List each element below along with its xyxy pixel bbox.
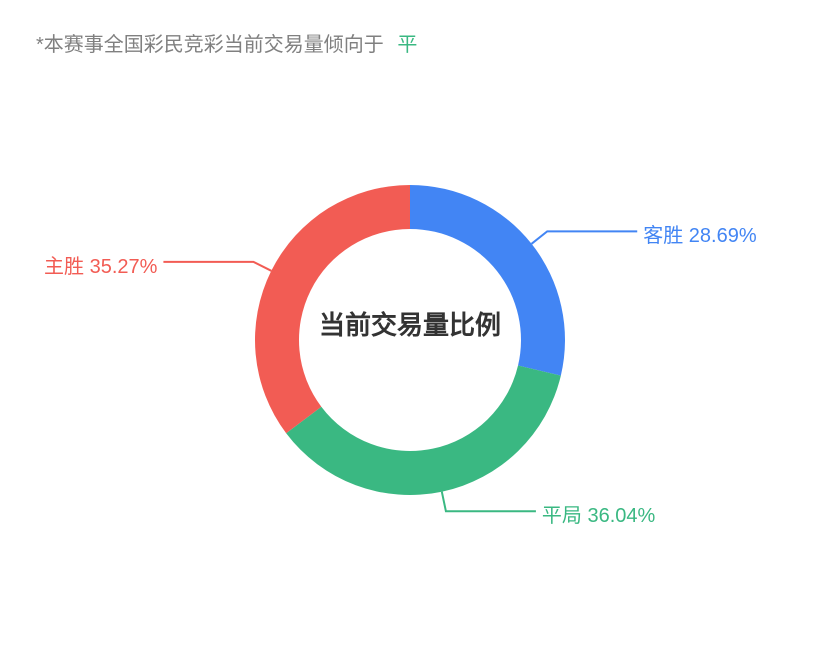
segment-label-away_win: 客胜 28.69%: [643, 219, 756, 248]
segment-label-home_win: 主胜 35.27%: [44, 250, 157, 279]
donut-segment-away_win: [410, 185, 565, 376]
header-highlight: 平: [397, 34, 417, 56]
donut-chart: 当前交易量比例 客胜 28.69% 平局 36.04% 主胜 35.27%: [0, 80, 828, 640]
chart-center-label: 当前交易量比例: [290, 305, 530, 342]
header-caption: *本赛事全国彩民竞彩当前交易量倾向于 平: [36, 28, 417, 57]
header-prefix: *本赛事全国彩民竞彩当前交易量倾向于: [36, 34, 384, 56]
donut-segment-draw: [286, 366, 561, 495]
segment-label-draw: 平局 36.04%: [542, 499, 655, 528]
